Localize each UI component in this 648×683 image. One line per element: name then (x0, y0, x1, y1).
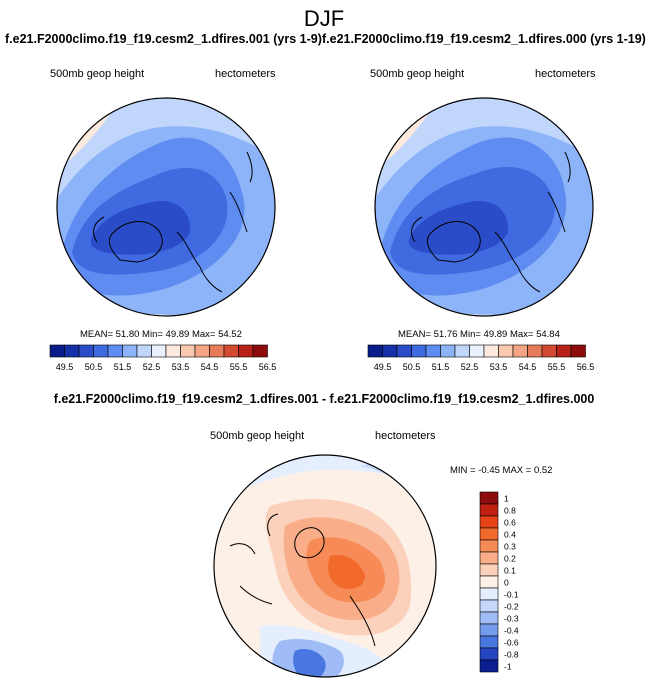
panel1-colorbar-swatch (165, 344, 181, 358)
diff-colorbar-tick-label: 0.1 (504, 566, 516, 576)
panel1-colorbar-tick-label: 51.5 (114, 362, 132, 372)
panel1-stats: MEAN= 51.80 Min= 49.89 Max= 54.52 (80, 329, 242, 340)
diff-colorbar-swatch (479, 587, 499, 601)
panel2-colorbar-swatch (483, 344, 499, 358)
panel2-colorbar-tick-label: 56.5 (577, 362, 595, 372)
diff-colorbar-swatch (479, 527, 499, 541)
panel1-colorbar-tick-label: 54.5 (201, 362, 219, 372)
panel1-colorbar-tick-label: 49.5 (56, 362, 74, 372)
diff-colorbar-tick-label: 0.3 (504, 542, 516, 552)
diff-colorbar-tick-label: 0.8 (504, 506, 516, 516)
panel1-colorbar-swatch (194, 344, 210, 358)
diff-colorbar-swatch (479, 659, 499, 673)
diff-colorbar-swatch (479, 551, 499, 565)
diff-colorbar-swatch (479, 647, 499, 661)
panel1-colorbar-swatch (151, 344, 167, 358)
panel2-colorbar-swatch (440, 344, 456, 358)
diff-colorbar-tick-label: -0.8 (504, 650, 519, 660)
panel1-variable-label: 500mb geop height (50, 68, 145, 80)
panel1-colorbar-tick-label: 52.5 (143, 362, 161, 372)
diff-colorbar-tick-label: -0.2 (504, 602, 519, 612)
diff-colorbar-swatch (479, 539, 499, 553)
panel1-colorbar-swatch (64, 344, 80, 358)
diff-header: f.e21.F2000climo.f19_f19.cesm2_1.dfires.… (53, 392, 595, 406)
diff-colorbar-tick-label: 0.4 (504, 530, 516, 540)
panel2-colorbar-tick-label: 53.5 (490, 362, 508, 372)
diff-colorbar-swatch (479, 515, 499, 529)
panel2-units-label: hectometers (535, 68, 596, 80)
diff-colorbar-tick-label: -0.4 (504, 626, 519, 636)
diff-colorbar-swatch (479, 611, 499, 625)
panel2-colorbar-swatch (556, 344, 572, 358)
diff-colorbar-swatch (479, 503, 499, 517)
diff-stats: MIN = -0.45 MAX = 0.52 (450, 465, 553, 476)
panel2-colorbar-tick-label: 51.5 (432, 362, 450, 372)
diff-colorbar-tick-label: -0.6 (504, 638, 519, 648)
panel2-colorbar-tick-label: 50.5 (403, 362, 421, 372)
panel2-colorbar-swatch (469, 344, 485, 358)
panel2-polar-map (374, 97, 594, 317)
diff-colorbar-swatch (479, 599, 499, 613)
panel2-header: f.e21.F2000climo.f19_f19.cesm2_1.dfires.… (322, 32, 646, 46)
diff-units-label: hectometers (375, 430, 436, 442)
panel2-colorbar-swatch (498, 344, 514, 358)
diff-colorbar: 1 0.8 0.6 0.4 0.3 0.2 0.1 0 -0.1 -0.2 -0.3 -0.4 -0.6… (479, 491, 519, 673)
panel2-colorbar-swatch (396, 344, 412, 358)
diff-colorbar-swatch (479, 491, 499, 505)
panel2-colorbar-swatch (367, 344, 383, 358)
panel1-colorbar-tick-label: 55.5 (230, 362, 248, 372)
panel1-colorbar-tick-label: 50.5 (85, 362, 103, 372)
panel1-colorbar-swatch (136, 344, 152, 358)
panel1-colorbar-swatch (223, 344, 239, 358)
panel2-colorbar-swatch (541, 344, 557, 358)
panel2-colorbar-swatch (411, 344, 427, 358)
diff-colorbar-tick-label: -1 (504, 662, 512, 672)
panel1-header: f.e21.F2000climo.f19_f19.cesm2_1.dfires.… (5, 32, 322, 46)
panel2-colorbar-tick-label: 54.5 (519, 362, 537, 372)
diff-colorbar-tick-label: 0 (504, 578, 509, 588)
panel2-colorbar-tick-label: 52.5 (461, 362, 479, 372)
diff-variable-label: 500mb geop height (210, 430, 305, 442)
panel2-colorbar-swatch (425, 344, 441, 358)
panel1-colorbar-swatch (93, 344, 109, 358)
panel2-stats: MEAN= 51.76 Min= 49.89 Max= 54.84 (398, 329, 560, 340)
panel1-colorbar-swatch (209, 344, 225, 358)
panel2-colorbar-swatch (512, 344, 528, 358)
panel1-colorbar-swatch (180, 344, 196, 358)
panel1-colorbar-swatch (252, 344, 268, 358)
panel1-units-label: hectometers (215, 68, 276, 80)
diff-colorbar-swatch (479, 575, 499, 589)
panel2-colorbar-swatch (382, 344, 398, 358)
panel1-colorbar-swatch (78, 344, 94, 358)
panel1-colorbar: 49.5 50.5 51.5 52.5 53.5 54.5 55.5 56.5 (49, 344, 277, 372)
panel1-colorbar-tick-label: 56.5 (259, 362, 277, 372)
panel2-colorbar-swatch (570, 344, 586, 358)
panel2-colorbar-tick-label: 49.5 (374, 362, 392, 372)
panel1-colorbar-swatch (49, 344, 65, 358)
panel1-colorbar-swatch (122, 344, 138, 358)
diff-colorbar-swatch (479, 635, 499, 649)
diff-polar-map (213, 454, 437, 678)
panel2-colorbar-swatch (454, 344, 470, 358)
diff-colorbar-tick-label: -0.3 (504, 614, 519, 624)
diff-colorbar-tick-label: 0.6 (504, 518, 516, 528)
panel1-polar-map (56, 97, 276, 317)
diff-colorbar-swatch (479, 623, 499, 637)
panel2-colorbar: 49.5 50.5 51.5 52.5 53.5 54.5 55.5 56.5 (367, 344, 595, 372)
panel1-colorbar-swatch (238, 344, 254, 358)
panel2-variable-label: 500mb geop height (370, 68, 465, 80)
panel1-colorbar-swatch (107, 344, 123, 358)
diff-colorbar-tick-label: 1 (504, 494, 509, 504)
season-title: DJF (303, 6, 345, 31)
diff-colorbar-tick-label: 0.2 (504, 554, 516, 564)
panel1-colorbar-tick-label: 53.5 (172, 362, 190, 372)
panel2-colorbar-swatch (527, 344, 543, 358)
diff-colorbar-swatch (479, 563, 499, 577)
panel2-colorbar-tick-label: 55.5 (548, 362, 566, 372)
diff-colorbar-tick-label: -0.1 (504, 590, 519, 600)
